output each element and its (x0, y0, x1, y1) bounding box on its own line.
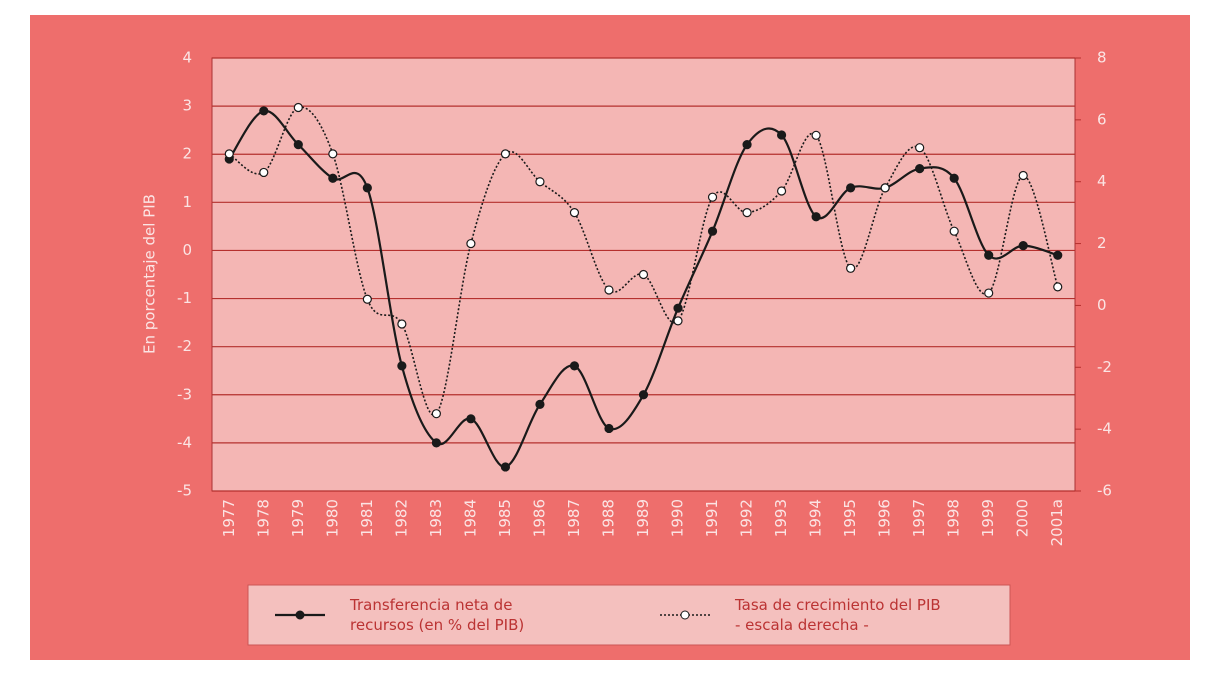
y-tick-label: 2 (182, 145, 192, 163)
data-point (397, 319, 407, 329)
data-point (500, 462, 511, 472)
data-point (742, 140, 752, 150)
y2-tick-label: -4 (1097, 420, 1112, 438)
data-point (535, 177, 545, 187)
x-tick-label: 1991 (703, 499, 721, 537)
y2-tick-label: 0 (1097, 296, 1107, 314)
data-point (776, 130, 787, 140)
x-tick-label: 1998 (945, 499, 963, 537)
data-point (742, 208, 752, 218)
data-point (915, 164, 925, 174)
legend-label: Tasa de crecimiento del PIB - escala dere… (734, 596, 941, 634)
y-tick-label: -1 (177, 289, 192, 307)
data-point (1018, 170, 1028, 181)
legend-label: Transferencia neta de recursos (en % del … (349, 596, 524, 634)
x-tick-label: 1999 (979, 499, 997, 537)
y-tick-label: 1 (182, 193, 192, 211)
data-point (673, 303, 683, 313)
data-point (362, 294, 372, 304)
x-tick-label: 1977 (220, 499, 238, 537)
data-point (569, 361, 580, 371)
y-tick-label: 3 (182, 97, 192, 115)
data-point (707, 226, 718, 236)
x-tick-label: 1983 (427, 499, 445, 537)
data-point (846, 263, 856, 273)
data-point (604, 285, 614, 295)
legend-marker (680, 610, 690, 620)
data-point (328, 173, 338, 183)
x-tick-label: 1989 (634, 499, 652, 537)
data-point (811, 212, 821, 222)
data-point (846, 183, 856, 193)
data-point (949, 226, 959, 236)
x-tick-label: 1979 (289, 499, 307, 537)
data-point (1018, 241, 1028, 251)
data-point (638, 390, 649, 400)
y2-tick-label: 8 (1097, 49, 1107, 67)
data-point (638, 269, 649, 280)
data-point (707, 192, 718, 202)
data-point (466, 238, 476, 249)
data-point (224, 149, 234, 159)
x-tick-label: 1990 (669, 499, 687, 537)
series-line (228, 106, 1059, 416)
y2-tick-label: 4 (1097, 172, 1107, 190)
y-tick-label: 0 (182, 241, 192, 259)
x-tick-label: 2001a (1048, 499, 1066, 546)
y-tick-label: -5 (177, 482, 192, 500)
data-point (397, 361, 407, 371)
x-tick-label: 1995 (841, 499, 859, 537)
x-tick-label: 1993 (772, 499, 790, 537)
x-tick-label: 1978 (254, 499, 272, 537)
x-tick-label: 1982 (392, 499, 410, 537)
data-point (431, 438, 441, 448)
data-point (569, 208, 580, 218)
y2-tick-label: -6 (1097, 482, 1112, 500)
x-tick-label: 1994 (807, 499, 825, 537)
data-point (604, 423, 614, 434)
data-point (500, 149, 511, 159)
data-point (984, 288, 994, 298)
y-tick-label: -4 (177, 433, 192, 451)
data-point (293, 102, 303, 113)
y-tick-label: 4 (182, 49, 192, 67)
y2-tick-label: -2 (1097, 358, 1112, 376)
data-point (1053, 282, 1063, 292)
x-tick-label: 1997 (910, 499, 928, 537)
data-point (431, 409, 441, 419)
data-point (776, 186, 787, 196)
y2-tick-label: 2 (1097, 234, 1107, 252)
data-point (259, 167, 269, 178)
data-point (811, 130, 821, 140)
y-tick-label: -3 (177, 385, 192, 403)
data-point (362, 183, 372, 193)
x-tick-label: 1984 (461, 499, 479, 537)
x-tick-label: 1980 (323, 499, 341, 537)
data-point (1053, 250, 1063, 260)
x-tick-label: 2000 (1014, 499, 1032, 537)
y2-tick-label: 6 (1097, 110, 1107, 128)
legend (247, 584, 1011, 646)
data-point (984, 250, 994, 260)
data-point (328, 149, 338, 159)
y-tick-label: -2 (177, 337, 192, 355)
data-point (259, 106, 269, 116)
x-tick-label: 1992 (738, 499, 756, 537)
data-point (880, 183, 890, 193)
data-point (535, 399, 545, 409)
data-point (673, 316, 683, 326)
data-point (915, 143, 925, 153)
x-tick-label: 1987 (565, 499, 583, 537)
x-tick-label: 1985 (496, 499, 514, 537)
data-point (466, 414, 476, 424)
legend-marker (295, 610, 305, 620)
data-point (293, 140, 303, 150)
x-tick-label: 1988 (599, 499, 617, 537)
y-axis-label: En porcentaje del PIB (141, 194, 159, 354)
x-tick-label: 1981 (358, 499, 376, 537)
x-tick-label: 1986 (530, 499, 548, 537)
data-point (949, 173, 959, 183)
x-tick-label: 1996 (876, 499, 894, 537)
